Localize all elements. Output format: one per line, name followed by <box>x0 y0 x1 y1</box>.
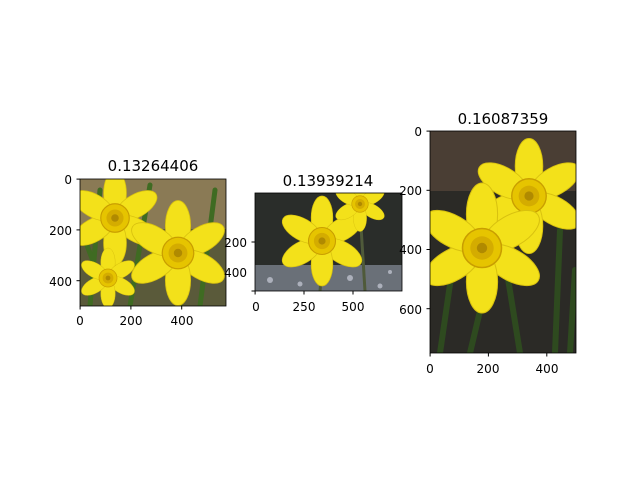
panel-1-xtick-label: 400 <box>171 314 194 328</box>
panel-3-xtick-label: 400 <box>536 362 559 376</box>
panel-3: 0.16087359 0 200 400 600 <box>399 110 577 376</box>
panel-2-ytick-label: 200 <box>224 236 247 250</box>
panel-3-title: 0.16087359 <box>458 110 549 128</box>
panel-2: 0.13939214 200 400 <box>224 172 403 314</box>
panel-1-ytick-label: 200 <box>49 224 72 238</box>
panel-1-xtick-label: 0 <box>76 314 84 328</box>
panel-1: 0.13264406 0 200 400 <box>49 157 227 328</box>
panel-1-image <box>80 179 226 306</box>
panel-3-ytick-label: 200 <box>399 184 422 198</box>
panel-2-x-axis: 0 250 500 <box>252 291 364 314</box>
panel-3-y-axis: 0 200 400 600 <box>399 125 430 317</box>
panel-1-title: 0.13264406 <box>108 157 199 175</box>
panel-3-xtick-label: 200 <box>477 362 500 376</box>
panel-1-y-axis: 0 200 400 <box>49 173 80 289</box>
panel-2-image <box>255 193 402 291</box>
panel-2-xtick-label: 250 <box>293 300 316 314</box>
panel-3-image <box>430 131 576 353</box>
panel-2-xtick-label: 500 <box>342 300 365 314</box>
panel-1-ytick-label: 400 <box>49 275 72 289</box>
panel-2-ytick-label: 400 <box>224 266 247 280</box>
panel-2-y-axis: 200 400 <box>224 236 255 292</box>
panel-2-xtick-label: 0 <box>252 300 260 314</box>
panel-1-xtick-label: 200 <box>120 314 143 328</box>
panel-3-x-axis: 0 200 400 <box>426 353 558 376</box>
panel-3-xtick-label: 0 <box>426 362 434 376</box>
panel-3-ytick-label: 600 <box>399 303 422 317</box>
panel-2-title: 0.13939214 <box>283 172 374 190</box>
panel-3-ytick-label: 0 <box>414 125 422 139</box>
panel-3-ytick-label: 400 <box>399 243 422 257</box>
panel-1-x-axis: 0 200 400 <box>76 306 193 328</box>
panel-1-ytick-label: 0 <box>64 173 72 187</box>
